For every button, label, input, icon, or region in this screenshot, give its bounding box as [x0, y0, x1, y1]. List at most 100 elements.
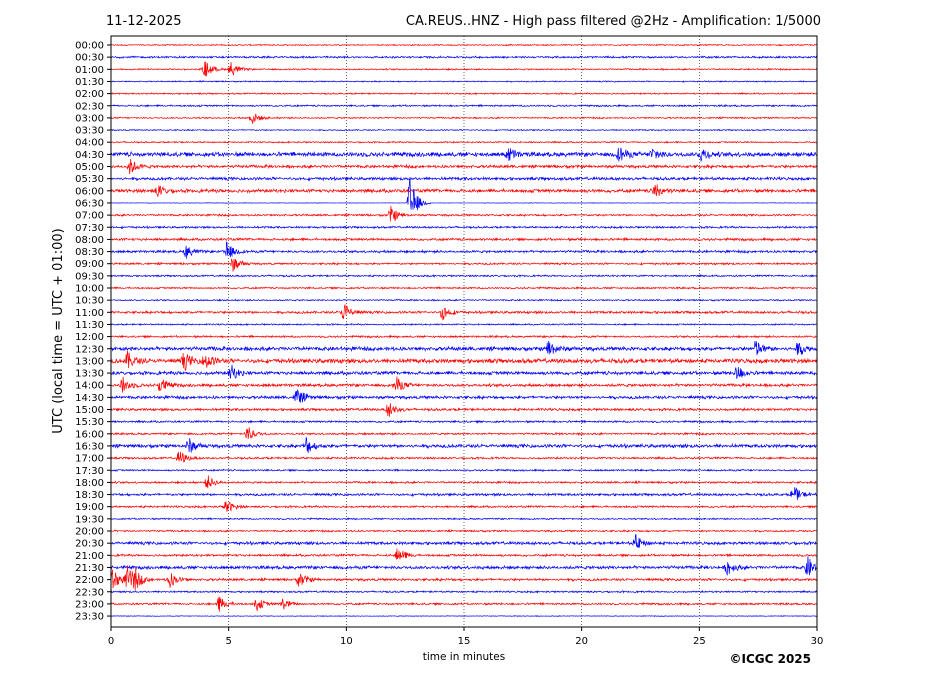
y-tick-label: 07:00 — [75, 211, 104, 222]
y-tick-label: 04:30 — [75, 150, 104, 161]
trace-1430 — [110, 389, 818, 403]
trace-0500 — [110, 158, 818, 175]
y-tick-label: 06:00 — [75, 186, 104, 197]
trace-0130 — [110, 79, 818, 83]
trace-2000 — [110, 528, 818, 533]
trace-2030 — [110, 534, 818, 548]
trace-1930 — [110, 517, 818, 521]
y-tick-label: 16:00 — [75, 429, 104, 440]
trace-1000 — [110, 286, 818, 290]
trace-0330 — [110, 128, 818, 132]
y-axis-label: UTC (local time = UTC + 01:00) — [51, 228, 66, 433]
y-tick-label: 18:00 — [75, 478, 104, 489]
y-tick-label: 23:30 — [75, 612, 104, 623]
trace-0530 — [110, 175, 818, 182]
trace-2300 — [110, 596, 818, 612]
y-tick-label: 01:30 — [75, 77, 104, 88]
date-label: 11-12-2025 — [106, 14, 182, 29]
trace-1830 — [110, 487, 818, 501]
x-tick-label: 25 — [693, 636, 706, 647]
y-tick-label: 19:30 — [75, 514, 104, 525]
y-tick-label: 12:30 — [75, 344, 104, 355]
x-axis-ticks: 0 5 10 15 20 25 30 — [108, 627, 824, 647]
y-tick-label: 10:30 — [75, 296, 104, 307]
y-tick-label: 13:00 — [75, 356, 104, 367]
chart-title: CA.REUS..HNZ - High pass filtered @2Hz -… — [406, 14, 821, 29]
y-tick-label: 22:30 — [75, 587, 104, 598]
y-tick-label: 00:30 — [75, 53, 104, 64]
y-tick-label: 01:00 — [75, 65, 104, 76]
trace-1200 — [110, 334, 818, 339]
y-tick-label: 08:00 — [75, 235, 104, 246]
trace-0230 — [110, 103, 818, 108]
trace-0600 — [110, 184, 818, 198]
trace-2130 — [110, 556, 818, 576]
trace-0630 — [110, 177, 818, 211]
trace-0100 — [110, 61, 818, 77]
trace-0830 — [110, 241, 818, 259]
trace-2230 — [110, 589, 818, 594]
trace-0700 — [110, 205, 818, 222]
trace-1530 — [110, 419, 818, 424]
y-tick-label: 15:00 — [75, 405, 104, 416]
trace-1100 — [110, 303, 818, 320]
trace-1030 — [110, 298, 818, 302]
trace-0300 — [110, 113, 818, 124]
y-tick-label: 17:00 — [75, 454, 104, 465]
y-tick-label: 09:30 — [75, 271, 104, 282]
y-tick-label: 05:00 — [75, 162, 104, 173]
y-tick-label: 14:00 — [75, 381, 104, 392]
y-tick-label: 20:30 — [75, 539, 104, 550]
y-tick-label: 21:30 — [75, 563, 104, 574]
y-tick-label: 17:30 — [75, 466, 104, 477]
y-tick-label: 07:30 — [75, 223, 104, 234]
trace-0800 — [110, 236, 818, 242]
y-tick-label: 04:00 — [75, 138, 104, 149]
trace-1600 — [110, 427, 818, 439]
y-tick-label: 00:00 — [75, 41, 104, 52]
y-tick-label: 22:00 — [75, 575, 104, 586]
trace-2100 — [110, 548, 818, 560]
grid-lines — [228, 36, 700, 627]
trace-0900 — [110, 258, 818, 272]
trace-2200 — [110, 566, 818, 591]
trace-0000 — [110, 43, 818, 47]
trace-0200 — [110, 91, 818, 96]
trace-1730 — [110, 468, 818, 473]
y-tick-label: 21:00 — [75, 551, 104, 562]
trace-1400 — [110, 376, 818, 393]
y-tick-label: 03:30 — [75, 126, 104, 137]
trace-1330 — [110, 364, 818, 379]
y-tick-label: 18:30 — [75, 490, 104, 501]
x-tick-label: 15 — [458, 636, 471, 647]
plot-frame — [110, 35, 818, 628]
seismic-traces — [110, 43, 818, 617]
y-tick-label: 10:00 — [75, 284, 104, 295]
trace-1230 — [110, 341, 818, 356]
y-tick-label: 14:30 — [75, 393, 104, 404]
trace-1900 — [110, 501, 818, 512]
y-tick-label: 11:30 — [75, 320, 104, 331]
trace-2330 — [110, 615, 818, 617]
y-tick-label: 03:00 — [75, 113, 104, 124]
trace-0030 — [110, 55, 818, 60]
trace-1630 — [110, 436, 818, 453]
x-tick-label: 30 — [811, 636, 824, 647]
y-tick-label: 05:30 — [75, 174, 104, 185]
trace-1300 — [110, 350, 818, 371]
y-tick-label: 11:00 — [75, 308, 104, 319]
y-tick-label: 15:30 — [75, 417, 104, 428]
trace-1500 — [110, 403, 818, 417]
x-tick-label: 5 — [225, 636, 231, 647]
y-tick-label: 19:00 — [75, 502, 104, 513]
x-tick-label: 20 — [575, 636, 588, 647]
trace-0730 — [110, 225, 818, 230]
y-tick-label: 16:30 — [75, 441, 104, 452]
trace-1800 — [110, 475, 818, 489]
x-tick-label: 0 — [108, 636, 114, 647]
x-axis-label: time in minutes — [423, 651, 505, 663]
trace-0930 — [110, 274, 818, 278]
trace-0400 — [110, 140, 818, 144]
y-tick-label: 06:30 — [75, 198, 104, 209]
